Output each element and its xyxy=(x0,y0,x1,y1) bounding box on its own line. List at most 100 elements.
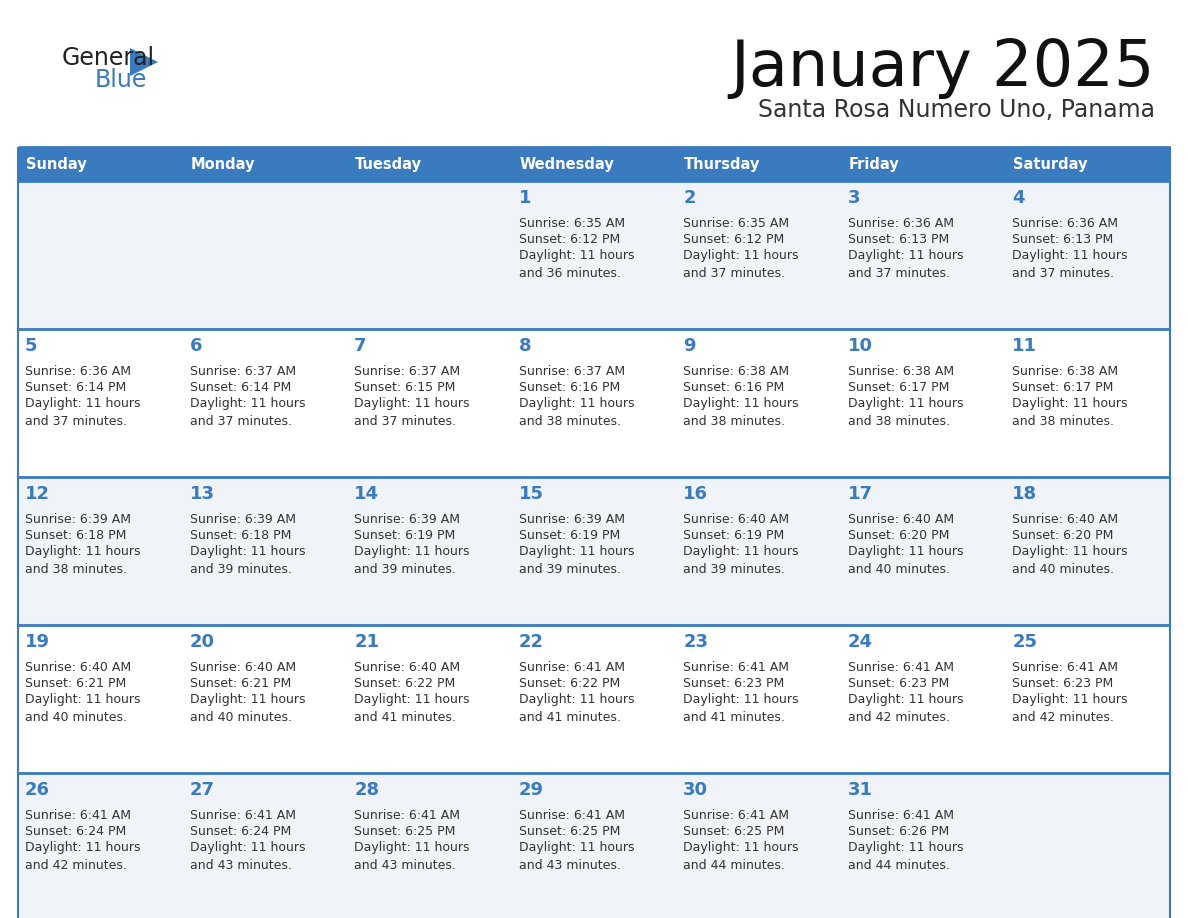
Text: 17: 17 xyxy=(848,485,873,503)
Text: Sunset: 6:23 PM: Sunset: 6:23 PM xyxy=(848,677,949,690)
Text: Sunrise: 6:40 AM: Sunrise: 6:40 AM xyxy=(848,513,954,526)
Text: 10: 10 xyxy=(848,337,873,355)
Text: Sunset: 6:19 PM: Sunset: 6:19 PM xyxy=(519,529,620,542)
Text: Daylight: 11 hours: Daylight: 11 hours xyxy=(354,397,469,410)
Bar xyxy=(18,625,183,773)
Text: and 43 minutes.: and 43 minutes. xyxy=(354,859,456,872)
Bar xyxy=(1005,181,1170,329)
Text: Daylight: 11 hours: Daylight: 11 hours xyxy=(683,397,798,410)
Text: Sunset: 6:17 PM: Sunset: 6:17 PM xyxy=(848,381,949,394)
Text: and 39 minutes.: and 39 minutes. xyxy=(190,563,291,576)
Bar xyxy=(841,625,1005,773)
Text: Sunset: 6:23 PM: Sunset: 6:23 PM xyxy=(1012,677,1113,690)
Text: Sunset: 6:22 PM: Sunset: 6:22 PM xyxy=(519,677,620,690)
Bar xyxy=(347,147,512,181)
Text: Sunset: 6:24 PM: Sunset: 6:24 PM xyxy=(25,825,126,838)
Text: January 2025: January 2025 xyxy=(731,37,1155,99)
Text: Sunset: 6:20 PM: Sunset: 6:20 PM xyxy=(1012,529,1114,542)
Text: Sunset: 6:23 PM: Sunset: 6:23 PM xyxy=(683,677,784,690)
Text: Daylight: 11 hours: Daylight: 11 hours xyxy=(1012,397,1127,410)
Text: Daylight: 11 hours: Daylight: 11 hours xyxy=(848,397,963,410)
Bar xyxy=(347,625,512,773)
Text: 15: 15 xyxy=(519,485,544,503)
Text: Sunset: 6:22 PM: Sunset: 6:22 PM xyxy=(354,677,455,690)
Text: Sunset: 6:24 PM: Sunset: 6:24 PM xyxy=(190,825,291,838)
Bar xyxy=(841,181,1005,329)
Text: and 37 minutes.: and 37 minutes. xyxy=(683,267,785,280)
Bar xyxy=(183,773,347,918)
Text: Sunrise: 6:35 AM: Sunrise: 6:35 AM xyxy=(519,217,625,230)
Text: Sunset: 6:19 PM: Sunset: 6:19 PM xyxy=(354,529,455,542)
Text: 1: 1 xyxy=(519,189,531,207)
Text: Sunset: 6:16 PM: Sunset: 6:16 PM xyxy=(519,381,620,394)
Bar xyxy=(347,181,512,329)
Text: Daylight: 11 hours: Daylight: 11 hours xyxy=(519,545,634,558)
Text: Sunrise: 6:38 AM: Sunrise: 6:38 AM xyxy=(1012,365,1119,378)
Text: and 41 minutes.: and 41 minutes. xyxy=(519,711,620,724)
Text: Daylight: 11 hours: Daylight: 11 hours xyxy=(519,249,634,262)
Text: and 40 minutes.: and 40 minutes. xyxy=(25,711,127,724)
Text: Daylight: 11 hours: Daylight: 11 hours xyxy=(1012,545,1127,558)
Text: and 44 minutes.: and 44 minutes. xyxy=(683,859,785,872)
Text: Sunset: 6:18 PM: Sunset: 6:18 PM xyxy=(190,529,291,542)
Text: and 37 minutes.: and 37 minutes. xyxy=(1012,267,1114,280)
Text: 2: 2 xyxy=(683,189,696,207)
Bar xyxy=(512,477,676,625)
Bar xyxy=(676,477,841,625)
Text: Sunrise: 6:39 AM: Sunrise: 6:39 AM xyxy=(25,513,131,526)
Text: Daylight: 11 hours: Daylight: 11 hours xyxy=(1012,693,1127,706)
Text: Saturday: Saturday xyxy=(1013,156,1088,172)
Text: Sunset: 6:19 PM: Sunset: 6:19 PM xyxy=(683,529,784,542)
Text: Sunset: 6:14 PM: Sunset: 6:14 PM xyxy=(190,381,291,394)
Text: and 43 minutes.: and 43 minutes. xyxy=(519,859,620,872)
Text: Sunrise: 6:38 AM: Sunrise: 6:38 AM xyxy=(683,365,789,378)
Text: and 37 minutes.: and 37 minutes. xyxy=(190,415,291,428)
Text: Thursday: Thursday xyxy=(684,156,760,172)
Text: Daylight: 11 hours: Daylight: 11 hours xyxy=(519,693,634,706)
Text: Sunday: Sunday xyxy=(26,156,87,172)
Text: and 36 minutes.: and 36 minutes. xyxy=(519,267,620,280)
Text: Sunrise: 6:35 AM: Sunrise: 6:35 AM xyxy=(683,217,789,230)
Bar xyxy=(18,147,183,181)
Text: General: General xyxy=(62,46,156,70)
Bar xyxy=(841,147,1005,181)
Text: and 39 minutes.: and 39 minutes. xyxy=(354,563,456,576)
Bar xyxy=(1005,625,1170,773)
Bar xyxy=(512,147,676,181)
Text: 30: 30 xyxy=(683,781,708,799)
Bar xyxy=(512,773,676,918)
Text: Daylight: 11 hours: Daylight: 11 hours xyxy=(25,397,140,410)
Text: Sunset: 6:26 PM: Sunset: 6:26 PM xyxy=(848,825,949,838)
Text: 26: 26 xyxy=(25,781,50,799)
Text: and 37 minutes.: and 37 minutes. xyxy=(354,415,456,428)
Text: Daylight: 11 hours: Daylight: 11 hours xyxy=(25,693,140,706)
Text: Daylight: 11 hours: Daylight: 11 hours xyxy=(683,249,798,262)
Text: Daylight: 11 hours: Daylight: 11 hours xyxy=(25,841,140,854)
Text: Sunrise: 6:37 AM: Sunrise: 6:37 AM xyxy=(190,365,296,378)
Text: Sunrise: 6:41 AM: Sunrise: 6:41 AM xyxy=(519,809,625,822)
Text: 18: 18 xyxy=(1012,485,1037,503)
Text: Daylight: 11 hours: Daylight: 11 hours xyxy=(354,841,469,854)
Text: 12: 12 xyxy=(25,485,50,503)
Text: Sunrise: 6:40 AM: Sunrise: 6:40 AM xyxy=(354,661,460,674)
Text: and 38 minutes.: and 38 minutes. xyxy=(25,563,127,576)
Text: 31: 31 xyxy=(848,781,873,799)
Text: 5: 5 xyxy=(25,337,38,355)
Text: and 37 minutes.: and 37 minutes. xyxy=(25,415,127,428)
Bar xyxy=(18,329,183,477)
Text: Sunrise: 6:41 AM: Sunrise: 6:41 AM xyxy=(519,661,625,674)
Text: Daylight: 11 hours: Daylight: 11 hours xyxy=(683,841,798,854)
Text: Daylight: 11 hours: Daylight: 11 hours xyxy=(848,249,963,262)
Text: 23: 23 xyxy=(683,633,708,651)
Bar xyxy=(512,181,676,329)
Text: 13: 13 xyxy=(190,485,215,503)
Text: and 37 minutes.: and 37 minutes. xyxy=(848,267,950,280)
Text: Sunrise: 6:39 AM: Sunrise: 6:39 AM xyxy=(354,513,460,526)
Text: Tuesday: Tuesday xyxy=(355,156,422,172)
Text: Sunset: 6:21 PM: Sunset: 6:21 PM xyxy=(25,677,126,690)
Text: Daylight: 11 hours: Daylight: 11 hours xyxy=(848,693,963,706)
Bar xyxy=(676,181,841,329)
Text: Sunrise: 6:41 AM: Sunrise: 6:41 AM xyxy=(25,809,131,822)
Text: 28: 28 xyxy=(354,781,379,799)
Text: Friday: Friday xyxy=(849,156,899,172)
